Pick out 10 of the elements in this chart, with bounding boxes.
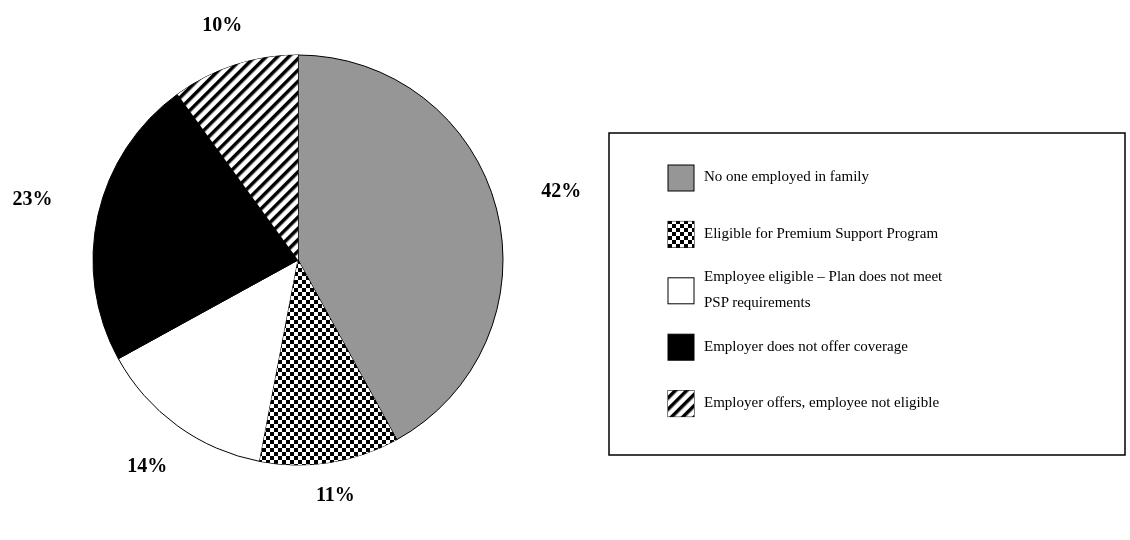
data-label: 14%: [127, 454, 168, 477]
legend-label: Employer does not offer coverage: [704, 337, 909, 354]
data-label: 23%: [12, 187, 53, 210]
data-label: 10%: [202, 13, 243, 36]
legend-label: No one employed in family: [704, 168, 870, 185]
data-label: 11%: [315, 482, 355, 505]
legend-label: Employee eligible – Plan does not meet PSP requirements: [704, 268, 944, 311]
data-label: 42%: [541, 179, 582, 202]
legend-label: Eligible for Premium Support Program: [704, 224, 939, 241]
legend-label: Employer offers, employee not eligible: [704, 394, 940, 411]
